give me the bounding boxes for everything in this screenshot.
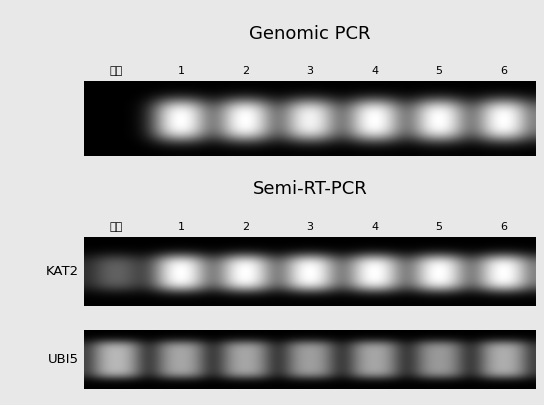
- Text: Genomic PCR: Genomic PCR: [249, 25, 371, 43]
- Text: 2: 2: [242, 66, 249, 76]
- Text: Semi-RT-PCR: Semi-RT-PCR: [253, 181, 367, 198]
- Text: 3: 3: [307, 66, 313, 76]
- Text: 동진: 동진: [110, 66, 123, 76]
- Text: 5: 5: [436, 222, 443, 232]
- Text: 5: 5: [436, 66, 443, 76]
- Text: 6: 6: [500, 66, 507, 76]
- Text: 3: 3: [307, 222, 313, 232]
- Text: 6: 6: [500, 222, 507, 232]
- Text: 1: 1: [177, 66, 184, 76]
- Text: 동진: 동진: [110, 222, 123, 232]
- Text: 2: 2: [242, 222, 249, 232]
- Text: UBI5: UBI5: [48, 353, 79, 366]
- Text: 4: 4: [371, 222, 378, 232]
- Text: 4: 4: [371, 66, 378, 76]
- Text: KAT2: KAT2: [46, 265, 79, 278]
- Text: 1: 1: [177, 222, 184, 232]
